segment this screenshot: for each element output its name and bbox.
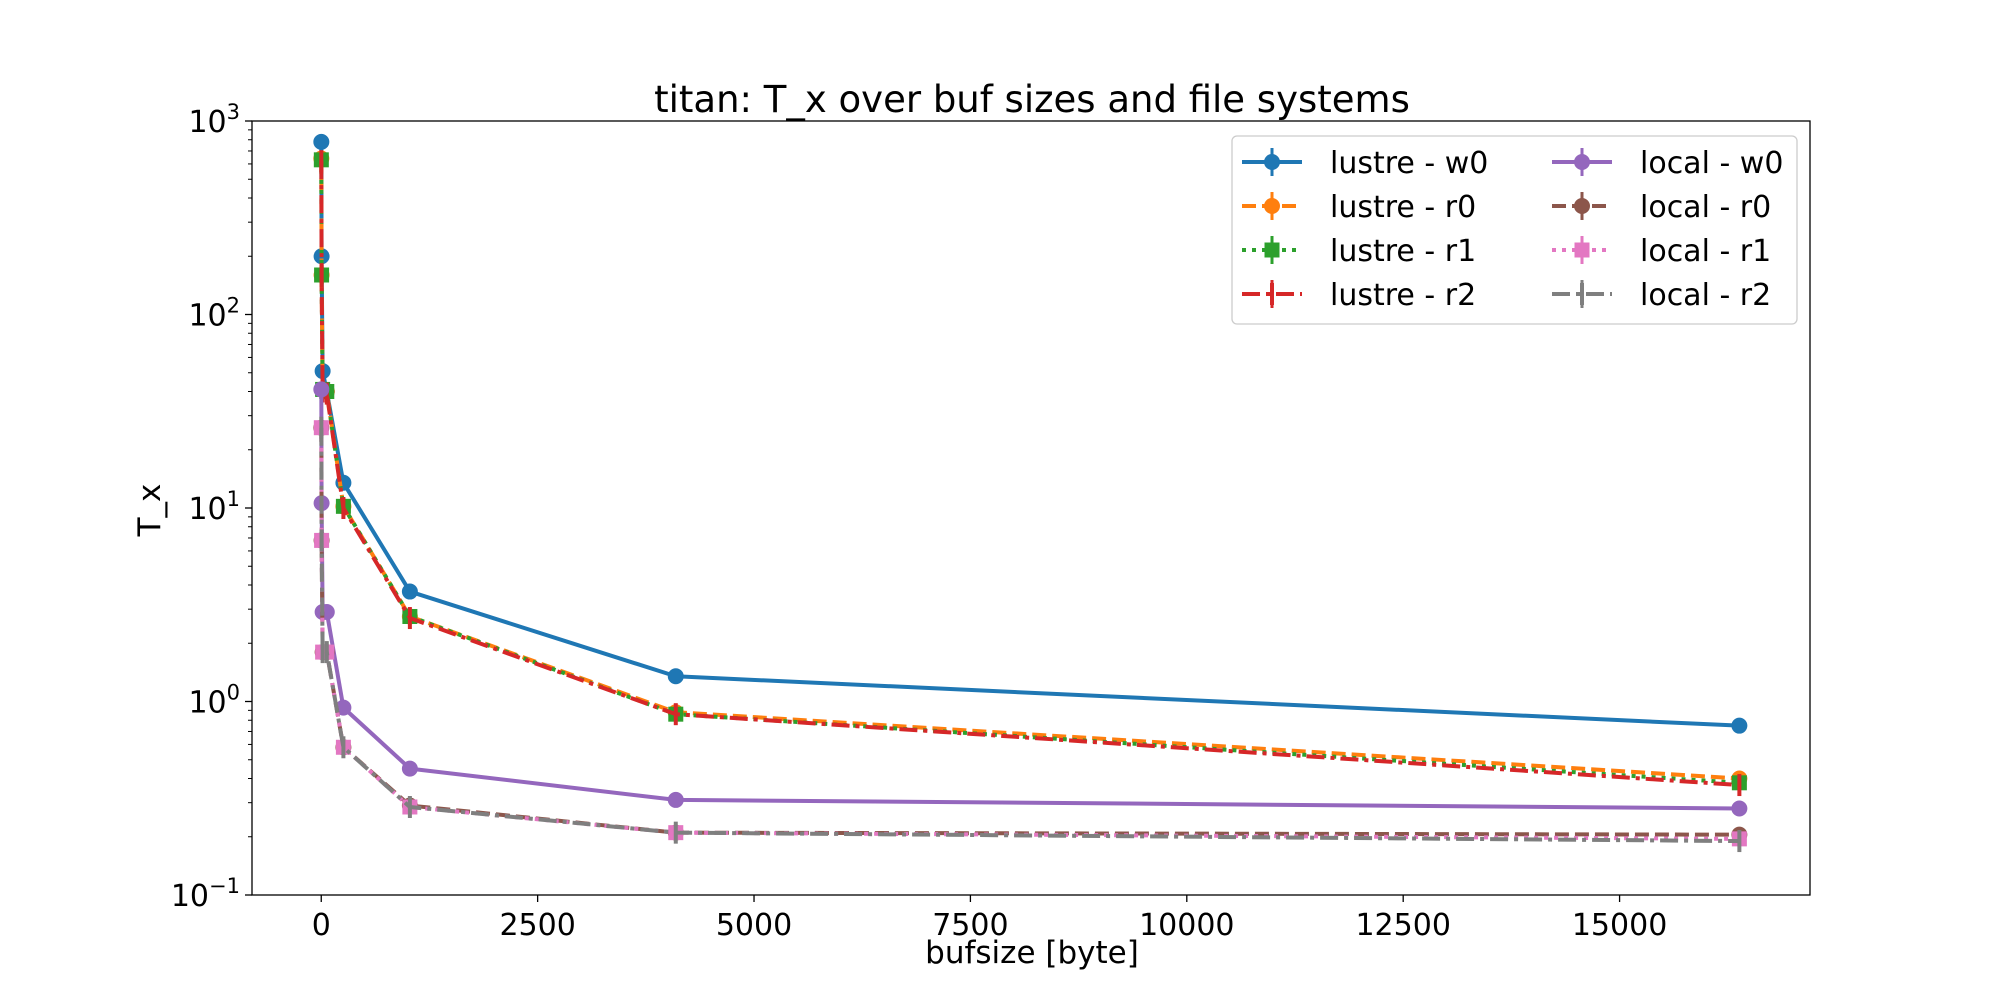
legend-entry: local - r0: [1552, 190, 1771, 225]
data-point: [401, 583, 418, 600]
y-tick-label: 102: [188, 294, 240, 334]
legend-label: lustre - r2: [1330, 278, 1476, 313]
data-point: [313, 381, 330, 398]
legend-entry: lustre - r1: [1242, 234, 1476, 269]
y-tick-label: 100: [188, 681, 240, 721]
data-point: [1731, 800, 1748, 817]
x-tick-label: 10000: [1139, 908, 1234, 943]
y-tick-label: 101: [188, 487, 240, 527]
x-tick-label: 5000: [716, 908, 792, 943]
data-point: [1731, 717, 1748, 734]
x-tick-label: 15000: [1572, 908, 1667, 943]
y-tick-label: 103: [188, 100, 240, 140]
x-tick-label: 0: [312, 908, 331, 943]
legend-marker-swatch: [1264, 242, 1280, 258]
data-point: [667, 791, 684, 808]
legend-label: local - r0: [1640, 190, 1771, 225]
series-7: [319, 416, 1742, 853]
series-line: [319, 161, 1740, 788]
x-tick-label: 12500: [1355, 908, 1450, 943]
legend-marker-swatch: [1574, 198, 1590, 214]
data-point: [401, 760, 418, 777]
legend-label: local - r1: [1640, 234, 1771, 269]
x-tick-label: 2500: [499, 908, 575, 943]
x-tick-label: 7500: [932, 908, 1008, 943]
legend: lustre - w0 lustre - r0 lustre - r1 lustre …: [1231, 135, 1798, 325]
legend-label: local - r2: [1640, 278, 1771, 313]
series-line: [319, 427, 1740, 841]
legend-label: lustre - r1: [1330, 234, 1476, 269]
plot-area: 0 2500 5000 7500 10000 12500 15000 10−1 100 101 10…: [171, 100, 1811, 943]
data-point: [667, 668, 684, 685]
legend-marker-swatch: [1264, 198, 1280, 214]
legend-label: lustre - w0: [1330, 146, 1488, 181]
legend-entry: local - w0: [1552, 146, 1783, 181]
legend-box: [1231, 135, 1798, 325]
legend-marker-swatch: [1574, 242, 1590, 258]
data-point: [313, 133, 330, 150]
y-tick-label: 10−1: [171, 874, 240, 914]
legend-marker-swatch: [1574, 154, 1590, 170]
x-axis-label: bufsize [byte]: [925, 935, 1139, 971]
legend-entry: lustre - r0: [1242, 190, 1476, 225]
legend-label: lustre - r0: [1330, 190, 1476, 225]
legend-marker-swatch: [1264, 154, 1280, 170]
legend-entry: local - r1: [1552, 234, 1771, 269]
legend-entry: lustre - w0: [1242, 146, 1488, 181]
legend-entry: lustre - r2: [1242, 278, 1476, 313]
legend-label: local - w0: [1640, 146, 1783, 181]
chart-title: titan: T_x over buf sizes and file syste…: [654, 78, 1410, 121]
y-axis-label: T_x: [132, 484, 168, 538]
series-line: [319, 159, 1740, 785]
legend-entry: local - r2: [1552, 278, 1771, 313]
series-line: [319, 427, 1740, 844]
